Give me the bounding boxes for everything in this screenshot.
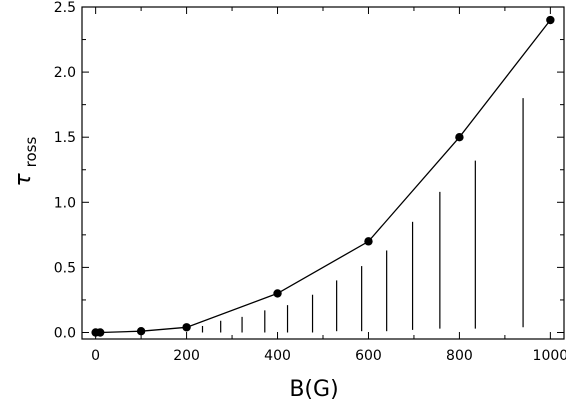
plot-frame [81,6,565,340]
y-axis-title-main: τ [11,173,36,187]
data-point [95,328,105,337]
vertical-segments [201,98,524,333]
data-point [455,132,464,142]
data-point [136,326,146,336]
x-tick-label: 600 [355,348,382,364]
series-line [95,19,551,334]
data-point [364,237,373,246]
x-tick-label: 200 [173,348,200,364]
data-point [182,323,191,332]
y-axis-title: τ ross [11,136,40,186]
ticks [82,6,564,339]
y-tick-label: 2.5 [54,0,76,16]
y-tick-label: 2.0 [54,65,76,81]
series [91,15,555,337]
x-tick-label: 400 [264,348,291,364]
x-axis-title: B(G) [289,377,338,402]
y-tick-label: 0.0 [54,325,76,341]
x-tick-label: 1000 [533,348,566,364]
x-tick-label: 0 [91,348,100,364]
data-point [273,289,282,298]
x-tick-label: 800 [446,348,473,364]
y-tick-label: 1.0 [54,195,76,211]
tick-labels: 0 200 400 600 800 1000 0.0 0.5 1.0 1.5 2.0 2.5 [54,0,566,364]
data-point [546,15,555,25]
y-axis-title-sub: ross [22,136,40,167]
y-tick-label: 1.5 [54,130,76,146]
y-tick-label: 0.5 [54,260,76,276]
